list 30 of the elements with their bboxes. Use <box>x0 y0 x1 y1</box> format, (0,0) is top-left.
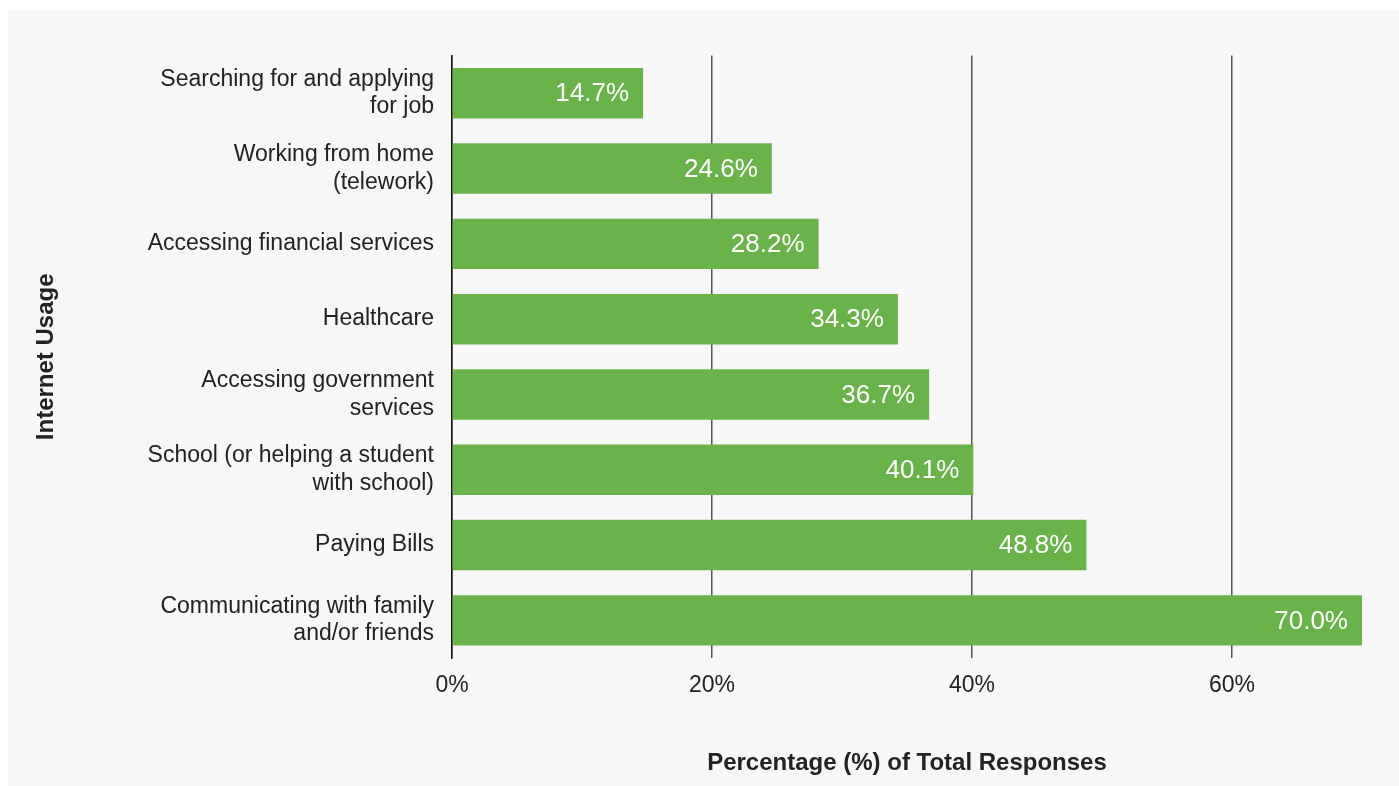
data-label: 24.6% <box>684 152 758 183</box>
x-tick-label: 60% <box>1208 671 1256 698</box>
y-tick-label: Searching for and applying for job <box>160 64 434 119</box>
y-tick-label: Paying Bills <box>315 530 434 557</box>
y-tick-label: Healthcare <box>322 304 434 331</box>
data-label: 28.2% <box>730 228 805 259</box>
y-tick-label: Working from home (telework) <box>233 140 434 194</box>
x-axis-title: Percentage (%) of Total Responses <box>707 748 1107 776</box>
bar <box>452 293 898 345</box>
x-tick-label: 20% <box>688 671 736 698</box>
y-tick-label: Accessing government services <box>201 365 435 420</box>
bar <box>452 595 1362 646</box>
x-tick-label: 40% <box>948 671 996 698</box>
data-label: 40.1% <box>885 453 960 484</box>
y-tick-label: Communicating with family and/or friends <box>160 591 435 646</box>
data-label: 14.7% <box>555 77 630 108</box>
data-label: 36.7% <box>841 378 916 409</box>
y-tick-label: Accessing financial services <box>147 229 434 256</box>
bar <box>452 68 644 119</box>
y-axis-title: Internet Usage <box>31 273 59 441</box>
data-label: 48.8% <box>998 529 1073 560</box>
bar <box>452 143 772 194</box>
bar <box>452 369 930 420</box>
data-label: 34.3% <box>810 303 884 334</box>
x-tick-label: 0% <box>435 671 469 698</box>
bar <box>452 444 974 495</box>
bar <box>452 519 1087 571</box>
bar <box>452 218 819 270</box>
y-tick-label: School (or helping a student with school) <box>147 441 435 495</box>
data-label: 70.0% <box>1274 604 1348 635</box>
